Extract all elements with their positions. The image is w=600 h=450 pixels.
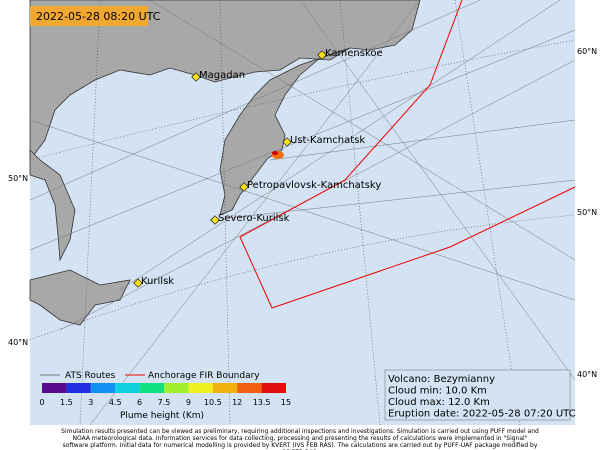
place-marker bbox=[282, 137, 292, 147]
footer: Simulation results presented can be view… bbox=[61, 428, 539, 450]
colorbar-segment bbox=[212, 383, 238, 393]
colorbar-tick: 4.5 bbox=[109, 398, 122, 407]
fir-boundary bbox=[239, 0, 576, 309]
timestamp: 2022-05-28 08:20 UTC bbox=[36, 10, 161, 23]
info-box bbox=[384, 369, 571, 421]
colorbar-tick: 7.5 bbox=[158, 398, 171, 407]
legend-fir: Anchorage FIR Boundary bbox=[148, 371, 260, 381]
info-line: Cloud min: 10.0 Km bbox=[388, 386, 487, 397]
land bbox=[29, 0, 421, 326]
colorbar-segment bbox=[139, 383, 164, 393]
colorbar-tick: 3 bbox=[88, 398, 93, 407]
map: Kamenskoe Magadan Ust-Kamchatsk Petropavlov… bbox=[8, 0, 597, 426]
timestamp-box bbox=[30, 6, 148, 26]
colorbar-segment bbox=[90, 383, 116, 393]
colorbar-segment bbox=[42, 383, 67, 393]
colorbar-segment bbox=[237, 383, 262, 393]
colorbar-segment bbox=[261, 383, 286, 393]
lat-label: 60°N bbox=[577, 47, 597, 56]
place-label: Petropavlovsk-Kamchatsky bbox=[247, 180, 381, 191]
place-marker bbox=[191, 72, 201, 82]
place-label: Ust-Kamchatsk bbox=[290, 135, 365, 146]
ash-plume-core bbox=[272, 151, 278, 155]
place-marker bbox=[133, 278, 143, 288]
lat-label: 50°N bbox=[577, 208, 597, 217]
colorbar-segment bbox=[115, 383, 140, 393]
colorbar-segment bbox=[164, 383, 189, 393]
place-label: Kurilsk bbox=[141, 276, 174, 287]
lat-label: 40°N bbox=[577, 370, 597, 379]
colorbar-tick: 6 bbox=[137, 398, 142, 407]
place-label: Severo-Kurilsk bbox=[218, 213, 290, 224]
place-label: Kamenskoe bbox=[325, 48, 383, 59]
colorbar-segment bbox=[188, 383, 213, 393]
place-marker bbox=[317, 50, 327, 60]
legend-title: Plume height (Km) bbox=[120, 411, 204, 421]
colorbar-tick: 0 bbox=[39, 398, 44, 407]
colorbar-segment bbox=[66, 383, 91, 393]
colorbar-tick: 9 bbox=[186, 398, 191, 407]
graticule bbox=[29, 0, 576, 426]
legend-routes: ATS Routes bbox=[65, 371, 116, 381]
colorbar-tick: 12 bbox=[232, 398, 242, 407]
lat-label: 40°N bbox=[8, 338, 28, 347]
colorbar-tick: 1.5 bbox=[60, 398, 73, 407]
place-label: Magadan bbox=[199, 70, 245, 81]
info-line: Cloud max: 12.0 Km bbox=[388, 397, 490, 408]
legend: ATS Routes Anchorage FIR Boundary 0 1.5 3 4… bbox=[39, 371, 291, 421]
colorbar-tick: 10.5 bbox=[204, 398, 222, 407]
place-marker bbox=[239, 182, 249, 192]
place-marker bbox=[210, 215, 220, 225]
colorbar-tick: 15 bbox=[281, 398, 291, 407]
info-line: Eruption date: 2022-05-28 07:20 UTC bbox=[388, 409, 576, 420]
colorbar-tick: 13.5 bbox=[253, 398, 271, 407]
lat-label: 50°N bbox=[8, 174, 28, 183]
info-line: Volcano: Bezymianny bbox=[388, 374, 495, 385]
